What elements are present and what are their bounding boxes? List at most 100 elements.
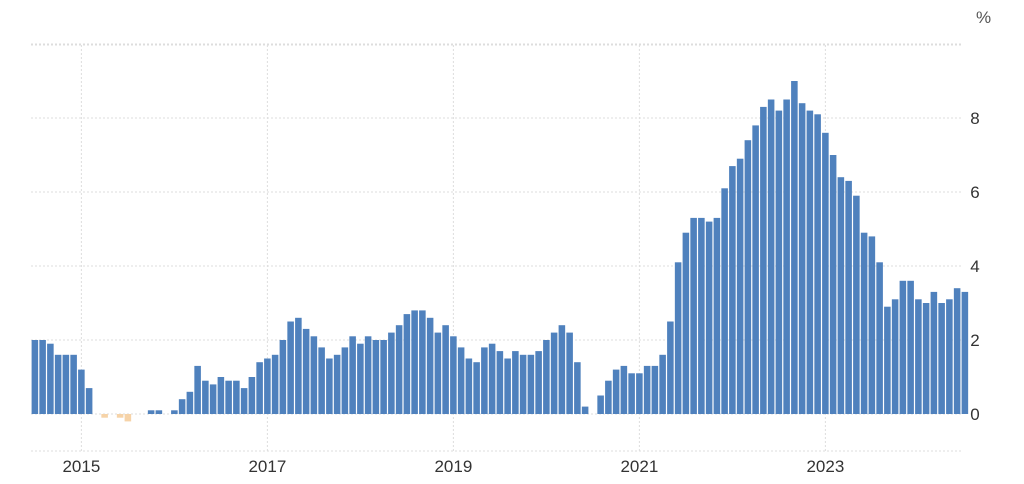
- bar: [868, 236, 876, 414]
- bar: [217, 377, 225, 414]
- bar: [488, 343, 496, 414]
- bar: [341, 347, 349, 414]
- bar: [783, 99, 790, 414]
- bar: [295, 317, 302, 414]
- bar: [116, 414, 124, 418]
- bar: [326, 358, 333, 414]
- bar: [690, 217, 697, 414]
- bar: [364, 336, 372, 414]
- bar: [597, 395, 604, 414]
- bar: [271, 354, 279, 414]
- bar: [388, 332, 395, 414]
- y-tick-labels: 0 2 4 6 8: [970, 109, 979, 424]
- bar: [659, 354, 666, 414]
- bar: [209, 384, 217, 414]
- bar: [946, 299, 953, 414]
- bar: [612, 369, 620, 414]
- bar: [70, 354, 77, 414]
- bar: [891, 299, 899, 414]
- bar: [713, 217, 721, 414]
- bar: [287, 321, 294, 414]
- bar: [279, 340, 287, 414]
- bar: [860, 232, 868, 414]
- bar: [240, 388, 248, 414]
- x-tick-label: 2023: [806, 457, 844, 476]
- bar: [225, 380, 232, 414]
- bar: [302, 328, 310, 414]
- x-tick-labels: 2015 2017 2019 2021 2023: [62, 457, 844, 476]
- bars-layer: [31, 81, 969, 422]
- bar: [806, 110, 814, 414]
- bar: [667, 321, 674, 414]
- x-tick-label: 2017: [248, 457, 286, 476]
- bar: [147, 410, 155, 414]
- bar: [938, 303, 945, 414]
- bar: [194, 365, 201, 414]
- bar: [481, 347, 488, 414]
- bar: [736, 158, 744, 414]
- bar: [349, 336, 356, 414]
- bar: [767, 99, 775, 414]
- bar: [682, 232, 690, 414]
- bar: [411, 310, 418, 414]
- bar: [202, 380, 209, 414]
- bar: [605, 380, 612, 414]
- bar: [566, 332, 573, 414]
- bar: [829, 155, 837, 414]
- bar: [442, 325, 449, 414]
- bar: [171, 410, 178, 414]
- y-axis-unit-label: %: [976, 8, 991, 27]
- y-tick-label: 6: [970, 183, 979, 202]
- bar: [318, 347, 325, 414]
- bar: [496, 351, 504, 414]
- bar: [39, 340, 46, 414]
- y-tick-label: 4: [970, 257, 979, 276]
- bar: [395, 325, 403, 414]
- bar: [372, 340, 380, 414]
- bar: [101, 414, 108, 418]
- bar: [473, 362, 480, 414]
- bar: [550, 332, 558, 414]
- bar: [775, 110, 783, 414]
- bar: [248, 377, 256, 414]
- bar: [698, 217, 705, 414]
- bar: [512, 351, 519, 414]
- bar: [178, 399, 186, 414]
- bar: [814, 114, 821, 415]
- bar: [752, 125, 759, 415]
- bar: [419, 310, 426, 414]
- bar: [798, 103, 806, 414]
- bar: [845, 180, 852, 414]
- bar: [47, 343, 54, 414]
- bar: [434, 332, 442, 414]
- bar: [760, 106, 767, 415]
- bar: [744, 140, 752, 414]
- bar: [729, 166, 736, 414]
- bar: [961, 291, 969, 414]
- bar: [837, 177, 845, 414]
- bar: [574, 362, 581, 414]
- bar: [884, 306, 891, 414]
- y-tick-label: 2: [970, 331, 979, 350]
- bar: [674, 262, 682, 414]
- bar: [403, 314, 411, 414]
- bar: [899, 280, 907, 414]
- bar: [155, 410, 163, 414]
- bar: [124, 414, 132, 422]
- bar: [822, 132, 829, 415]
- bar: [504, 358, 511, 414]
- bar: [953, 288, 961, 414]
- bar: [450, 336, 457, 414]
- bar: [620, 365, 628, 414]
- bar: [535, 351, 542, 414]
- bar: [31, 340, 39, 414]
- bar: [651, 365, 659, 414]
- x-tick-label: 2015: [62, 457, 100, 476]
- bar: [558, 325, 566, 414]
- bar: [791, 81, 798, 414]
- bar: [628, 373, 635, 414]
- bar: [581, 406, 589, 414]
- bar: [310, 336, 318, 414]
